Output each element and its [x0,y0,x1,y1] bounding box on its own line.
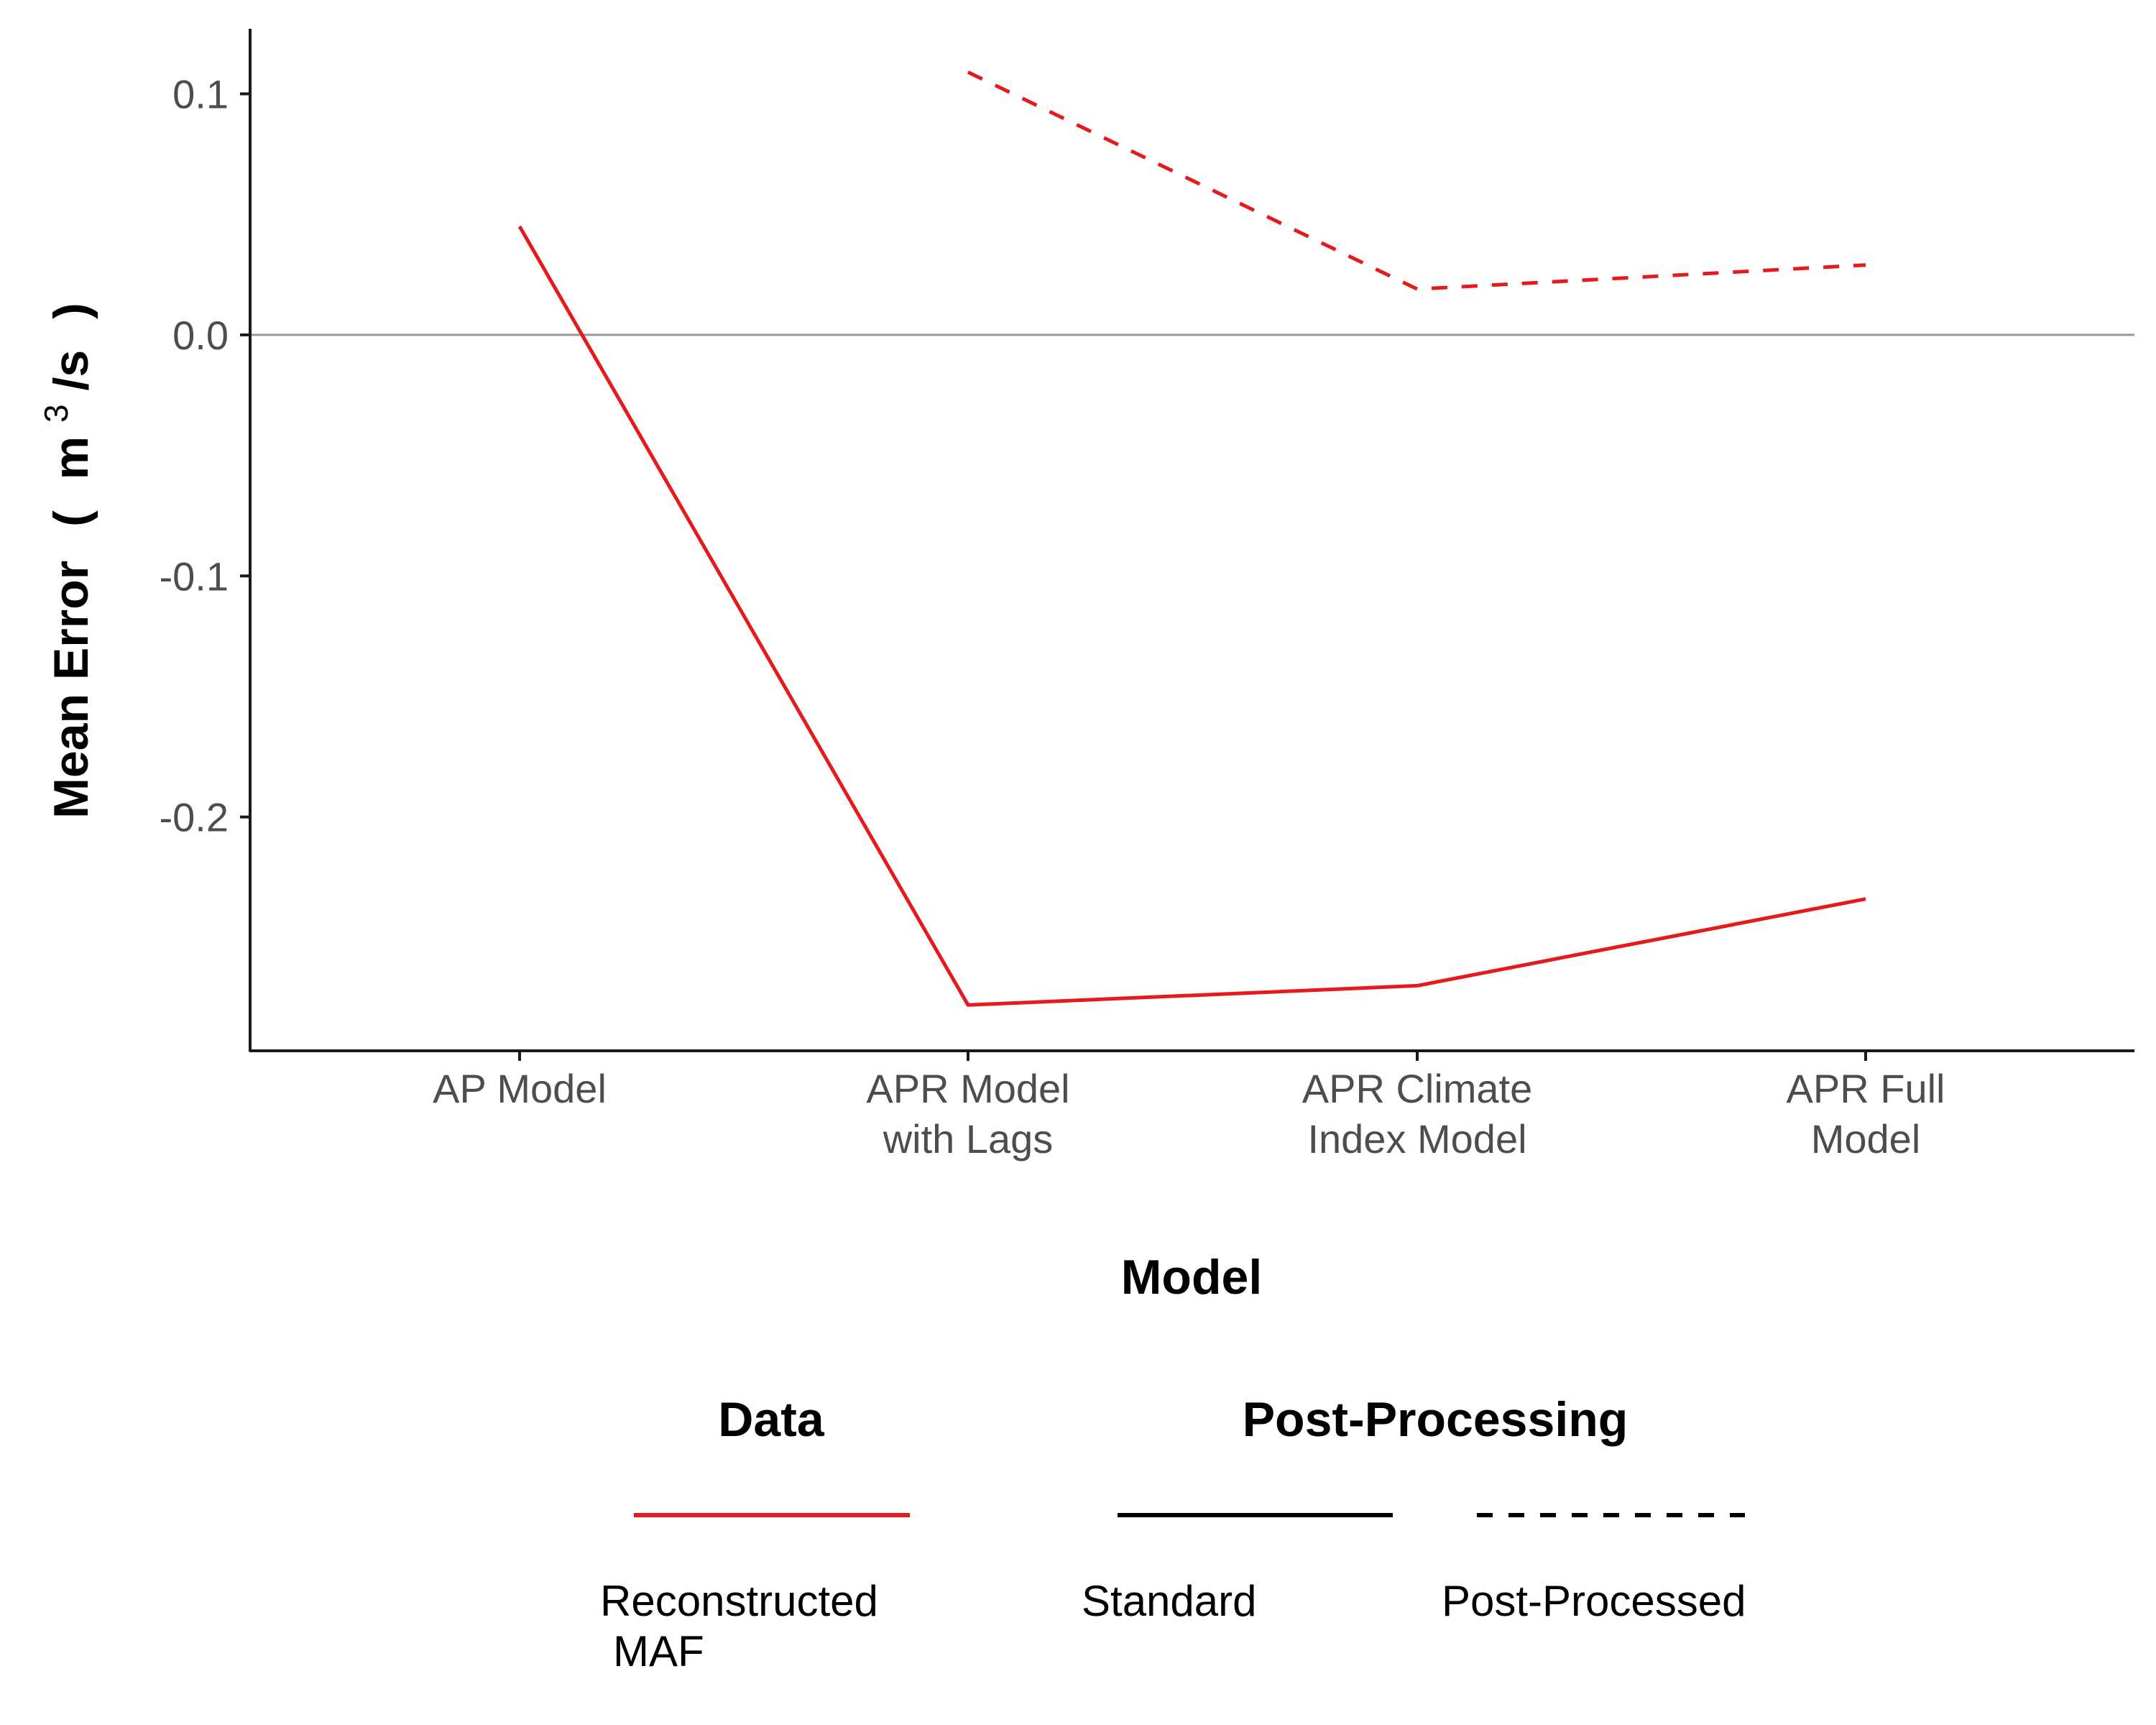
plot-panel [250,70,2134,1007]
x-tick-label: AP Model [433,1066,607,1111]
y-axis-title-unit-rest: /s [44,350,98,391]
y-axis-title-close-paren: ) [44,303,98,319]
y-tick-label: 0.0 [172,313,229,358]
x-tick-label: APR Full Model [1787,1066,1945,1162]
legend-label-reconstructed-maf: Reconstructed MAF [600,1577,878,1675]
y-axis: 0.1 0.0 -0.1 -0.2 [160,29,252,1052]
x-tick-label: APR Climate Index Model [1302,1066,1533,1162]
legend-label-standard: Standard [1082,1577,1257,1625]
legend-label-post-processed: Post-Processed [1442,1577,1746,1625]
series-line-standard [517,225,1866,1007]
y-axis-title-open-paren: ( [44,510,98,527]
series-line-post-processed [967,70,1866,291]
y-tick-label: -0.2 [160,795,229,840]
y-axis-title: Mean Error ( m 3 /s ) [24,303,98,819]
y-tick-label: -0.1 [160,553,229,599]
legend-title-post-processing: Post-Processing [1243,1392,1628,1447]
y-axis-title-superscript: 3 [37,404,75,423]
y-axis-title-unit: m [44,436,98,479]
x-tick-label: APR Model with Lags [866,1066,1069,1162]
legend-title-data: Data [718,1392,825,1447]
x-axis: AP Model APR Model with Lags APR Climate Ind… [249,1049,2134,1162]
y-axis-title-main: Mean Error [44,561,98,819]
legend: Data Post-Processing Reconstructed MAF Stand… [600,1392,1746,1675]
x-axis-title: Model [1121,1250,1262,1305]
y-tick-label: 0.1 [172,72,229,117]
